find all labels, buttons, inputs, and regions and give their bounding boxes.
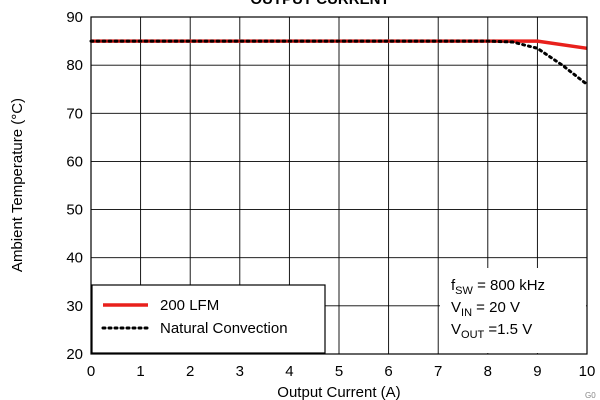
y-tick-label: 20	[66, 346, 83, 363]
y-tick-label: 30	[66, 298, 83, 315]
x-tick-labels: 0 1 2 3 4 5 6 7 8 9 10	[87, 363, 596, 380]
x-axis-label: Output Current (A)	[277, 384, 400, 400]
conditions-box: fSW = 800 kHz VIN = 20 V VOUT =1.5 V	[440, 268, 586, 353]
legend: 200 LFM Natural Convection	[92, 285, 325, 353]
y-axis-label: Ambient Temperature (°C)	[9, 98, 26, 272]
x-tick-label: 2	[186, 363, 194, 380]
y-tick-labels: 20 30 40 50 60 70 80 90	[66, 9, 83, 363]
y-tick-label: 40	[66, 250, 83, 267]
x-tick-label: 9	[533, 363, 541, 380]
x-tick-label: 6	[384, 363, 392, 380]
y-tick-label: 70	[66, 105, 83, 122]
y-tick-label: 90	[66, 9, 83, 26]
corner-note: G0	[585, 391, 596, 400]
x-tick-label: 4	[285, 363, 293, 380]
legend-label-200-lfm: 200 LFM	[160, 297, 219, 314]
x-tick-label: 8	[484, 363, 492, 380]
x-tick-label: 0	[87, 363, 95, 380]
x-tick-label: 10	[579, 363, 596, 380]
y-tick-label: 50	[66, 202, 83, 219]
legend-label-natural-convection: Natural Convection	[160, 320, 288, 337]
x-tick-label: 5	[335, 363, 343, 380]
y-tick-label: 80	[66, 57, 83, 74]
x-tick-label: 3	[236, 363, 244, 380]
chart-title: OUTPUT CURRENT	[250, 0, 389, 8]
x-tick-label: 7	[434, 363, 442, 380]
legend-box	[92, 285, 325, 353]
y-tick-label: 60	[66, 153, 83, 170]
x-tick-label: 1	[136, 363, 144, 380]
